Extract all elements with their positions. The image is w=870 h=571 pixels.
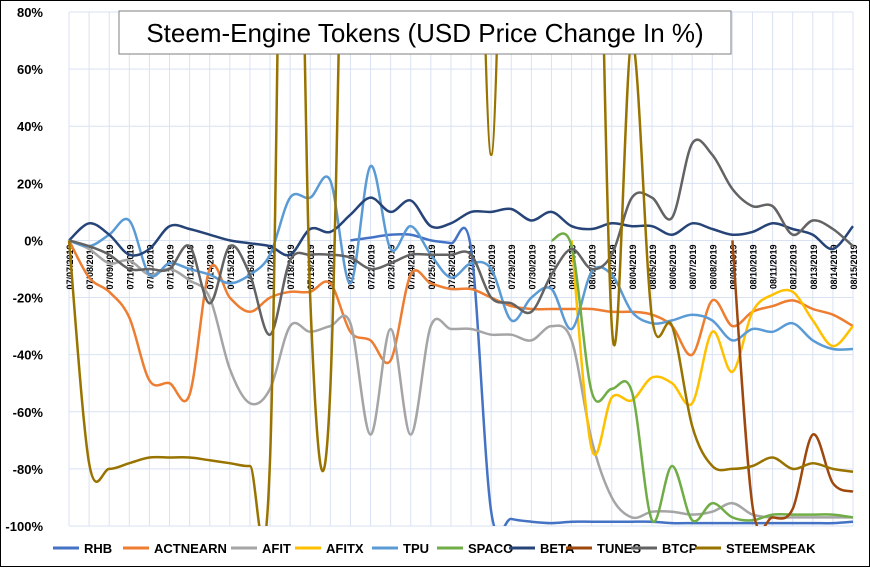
x-tick-label: 08/07/2019 bbox=[688, 244, 698, 289]
x-tick-label: 08/06/2019 bbox=[668, 244, 678, 289]
y-axis-ticks: -100% -80% -60% -40% -20% 0% 20% 40% 60% 80% bbox=[5, 5, 43, 534]
series-line-actnearn bbox=[67, 239, 854, 403]
x-tick-label: 07/13/2019 bbox=[186, 244, 196, 289]
y-tick-label: -100% bbox=[5, 519, 43, 534]
legend-label: STEEMSPEAK bbox=[726, 541, 816, 556]
x-tick-label: 07/10/2019 bbox=[125, 244, 135, 289]
x-tick-label: 07/11/2019 bbox=[145, 244, 155, 289]
series-line-afitx bbox=[570, 240, 854, 456]
legend: RHB ACTNEARN AFIT AFITX TPU SPACO BETA TUNES BTC… bbox=[53, 541, 816, 556]
x-tick-label: 07/31/2019 bbox=[547, 244, 557, 289]
x-tick-label: 08/08/2019 bbox=[708, 244, 718, 289]
y-tick-label: -40% bbox=[13, 348, 44, 363]
y-tick-label: 80% bbox=[17, 5, 43, 20]
x-tick-label: 08/05/2019 bbox=[648, 244, 658, 289]
y-tick-label: 20% bbox=[17, 176, 43, 191]
legend-label: BTCP bbox=[662, 541, 698, 556]
x-tick-label: 07/19/2019 bbox=[306, 244, 316, 289]
x-tick-label: 08/04/2019 bbox=[628, 244, 638, 289]
legend-label: TUNES bbox=[597, 541, 641, 556]
legend-label: TPU bbox=[403, 541, 429, 556]
y-tick-label: 40% bbox=[17, 119, 43, 134]
legend-label: SPACO bbox=[468, 541, 513, 556]
x-tick-label: 07/26/2019 bbox=[447, 244, 457, 289]
x-tick-label: 08/12/2019 bbox=[789, 244, 799, 289]
x-tick-label: 07/20/2019 bbox=[326, 244, 336, 289]
series-line-beta bbox=[68, 196, 854, 257]
series-line-steemspeak bbox=[67, 12, 341, 526]
x-tick-label: 07/25/2019 bbox=[427, 244, 437, 289]
y-tick-label: -20% bbox=[13, 291, 44, 306]
chart-title-box: Steem-Engine Tokens (USD Price Change In… bbox=[118, 10, 732, 55]
x-tick-label: 07/24/2019 bbox=[407, 244, 417, 289]
x-tick-label: 08/11/2019 bbox=[769, 244, 779, 289]
x-tick-label: 07/09/2019 bbox=[105, 244, 115, 289]
legend-label: RHB bbox=[84, 541, 112, 556]
series-lines bbox=[67, 12, 854, 526]
series-line-spaco bbox=[551, 232, 854, 524]
y-tick-label: 0% bbox=[24, 233, 43, 248]
chart-title: Steem-Engine Tokens (USD Price Change In… bbox=[146, 18, 703, 48]
legend-label: AFIT bbox=[262, 541, 291, 556]
x-tick-label: 07/23/2019 bbox=[387, 244, 397, 289]
legend-label: AFITX bbox=[326, 541, 364, 556]
x-tick-label: 08/14/2019 bbox=[829, 244, 839, 289]
series-line-steemspeak bbox=[483, 12, 500, 157]
x-tick-label: 08/13/2019 bbox=[809, 244, 819, 289]
x-tick-label: 07/08/2019 bbox=[85, 244, 95, 289]
x-tick-label: 08/01/2019 bbox=[568, 244, 578, 289]
x-tick-label: 07/17/2019 bbox=[266, 244, 276, 289]
series-line-btcp bbox=[68, 138, 854, 336]
series-line-tpu bbox=[68, 164, 854, 351]
x-tick-label: 07/30/2019 bbox=[527, 244, 537, 289]
x-tick-label: 07/16/2019 bbox=[246, 244, 256, 289]
y-tick-label: -60% bbox=[13, 405, 44, 420]
legend-label: BETA bbox=[540, 541, 575, 556]
x-tick-label: 07/21/2019 bbox=[346, 244, 356, 289]
y-tick-label: -80% bbox=[13, 462, 44, 477]
x-tick-label: 07/18/2019 bbox=[286, 244, 296, 289]
y-tick-label: 60% bbox=[17, 62, 43, 77]
series-line-afit bbox=[68, 239, 853, 520]
x-tick-label: 08/03/2019 bbox=[608, 244, 618, 289]
x-tick-label: 07/15/2019 bbox=[226, 244, 236, 289]
x-tick-label: 07/28/2019 bbox=[487, 244, 497, 289]
x-tick-label: 08/15/2019 bbox=[849, 244, 859, 289]
series-line-tunes bbox=[731, 240, 854, 526]
x-tick-label: 07/29/2019 bbox=[507, 244, 517, 289]
legend-label: ACTNEARN bbox=[154, 541, 227, 556]
series-line-steemspeak bbox=[601, 12, 854, 473]
x-tick-label: 08/10/2019 bbox=[748, 244, 758, 289]
x-tick-label: 07/22/2019 bbox=[367, 244, 377, 289]
x-tick-label: 08/02/2019 bbox=[588, 244, 598, 289]
